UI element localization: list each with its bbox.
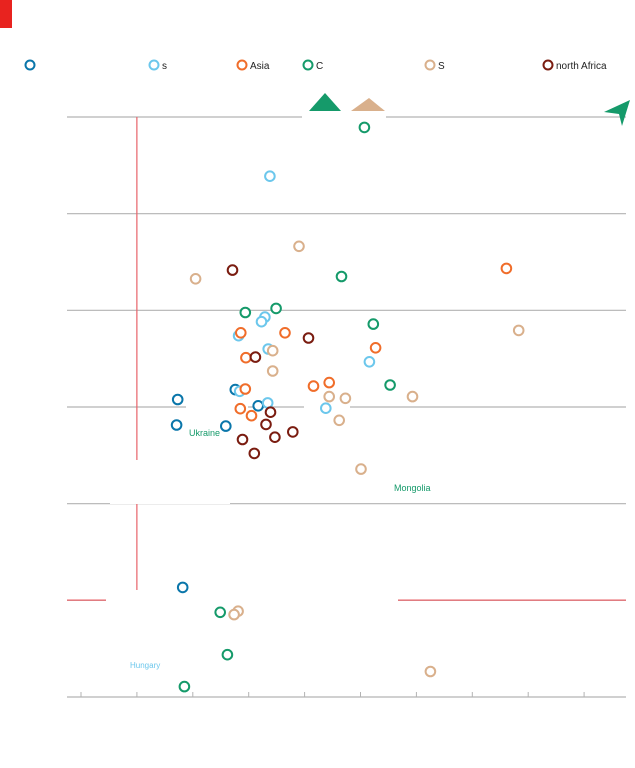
data-point: [249, 351, 262, 363]
data-point: [189, 273, 202, 285]
data-point: [279, 327, 291, 339]
data-point: [266, 365, 279, 377]
data-point: [255, 315, 268, 328]
data-point: [269, 431, 281, 444]
data-point: [323, 390, 336, 403]
data-point: [171, 393, 184, 406]
data-point: [264, 406, 277, 419]
annotation-hungary: Hungary: [130, 661, 160, 670]
data-point: [266, 344, 279, 357]
legend-marker: [542, 59, 554, 71]
data-point: [235, 327, 247, 339]
data-point: [261, 397, 274, 409]
annotation-mongolia: Mongolia: [394, 483, 431, 493]
data-point: [170, 419, 183, 431]
data-point: [226, 264, 239, 276]
data-point: [424, 665, 437, 678]
legend-marker: [148, 59, 160, 71]
data-point: [245, 409, 258, 422]
brand-block: [0, 0, 12, 28]
occlusion-block: [106, 590, 398, 608]
x-axis-ticks: [80, 692, 585, 697]
data-point: [355, 463, 367, 475]
data-point: [248, 447, 261, 460]
data-point: [239, 306, 252, 319]
triangle-up-icon: [309, 93, 341, 111]
legend-marker: [424, 59, 436, 71]
data-point: [335, 270, 348, 283]
data-point: [270, 302, 282, 315]
occlusion-block: [186, 400, 248, 412]
legend-label: S: [438, 61, 445, 72]
arrow-up-right-icon: [604, 100, 630, 126]
data-point: [221, 648, 234, 661]
reference-lines: [67, 117, 626, 601]
data-point: [220, 420, 232, 432]
data-point: [339, 392, 352, 405]
legend-marker: [24, 59, 36, 71]
data-point: [500, 262, 513, 275]
data-point: [358, 121, 371, 134]
data-point: [512, 324, 525, 337]
occlusion-block: [110, 460, 230, 504]
data-point: [369, 342, 382, 354]
data-point: [260, 418, 272, 431]
data-point: [287, 426, 299, 438]
data-point: [363, 356, 376, 368]
data-point: [240, 351, 252, 364]
data-point: [239, 383, 252, 395]
data-point: [178, 680, 191, 693]
data-point: [302, 332, 315, 344]
legend-marker: [236, 59, 248, 71]
data-point: [214, 606, 226, 619]
annotation-ukraine: Ukraine: [189, 428, 220, 438]
data-point: [384, 379, 396, 391]
legend-label: C: [316, 61, 323, 72]
data-point: [252, 400, 265, 412]
data-point: [293, 240, 305, 253]
legend-label: north Africa: [556, 61, 607, 72]
triangle-up-icon: [351, 98, 385, 111]
data-point: [228, 608, 240, 621]
legend-marker: [302, 59, 314, 71]
data-point: [320, 402, 332, 415]
data-point: [236, 433, 249, 446]
data-point: [406, 390, 419, 403]
data-point: [307, 380, 320, 392]
occlusion-block: [302, 110, 386, 124]
legend-label: s: [162, 61, 167, 72]
data-point: [323, 376, 336, 389]
data-points: [170, 121, 525, 693]
data-point: [367, 318, 380, 330]
data-point: [176, 581, 189, 594]
data-point: [234, 402, 247, 415]
data-point: [264, 170, 276, 182]
legend-label: Asia: [250, 61, 270, 72]
data-point: [333, 414, 346, 427]
